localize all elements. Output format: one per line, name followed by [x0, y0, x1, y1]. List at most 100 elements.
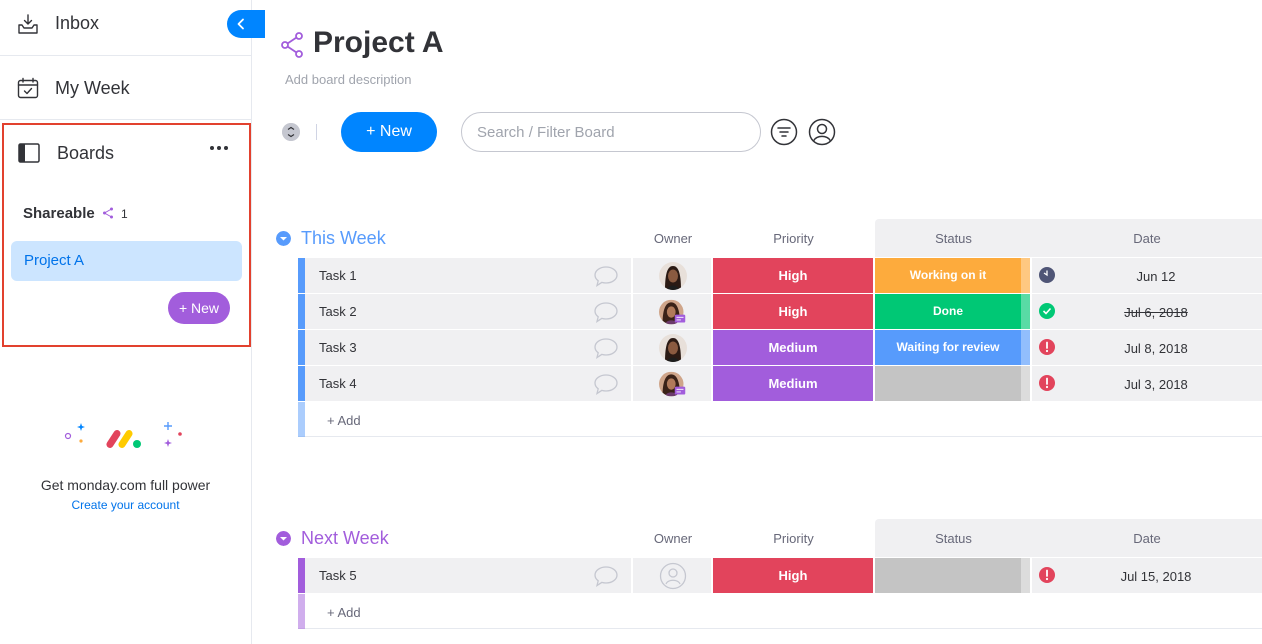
chevron-down-icon[interactable]: [276, 231, 291, 246]
comment-icon[interactable]: [593, 264, 619, 288]
avatar-woman[interactable]: [659, 334, 687, 362]
date-value[interactable]: Jul 15, 2018: [1120, 569, 1192, 584]
task-name[interactable]: Task 4: [319, 376, 357, 391]
collapse-all-icon[interactable]: [282, 123, 300, 141]
share-icon: [103, 207, 113, 219]
table-row[interactable]: Task 4 Medium Jul 3, 2018: [298, 366, 1262, 402]
status-edge: [1021, 258, 1030, 293]
avatar-woman-badge[interactable]: [659, 370, 687, 398]
table-row[interactable]: Task 5 High Jul 15, 2018: [298, 558, 1262, 594]
share-icon[interactable]: [281, 32, 303, 58]
search-input[interactable]: [461, 112, 761, 152]
column-header-priority[interactable]: Priority: [773, 531, 814, 546]
group-color-bar: [298, 258, 305, 293]
task-name[interactable]: Task 3: [319, 340, 357, 355]
comment-icon[interactable]: [593, 336, 619, 360]
date-cell[interactable]: [1032, 558, 1262, 593]
date-cell[interactable]: [1032, 330, 1262, 365]
new-item-button[interactable]: + New: [341, 112, 437, 152]
group-color-bar: [298, 594, 305, 629]
group-color-bar: [298, 558, 305, 593]
name-cell[interactable]: Task 3: [305, 330, 631, 365]
sidebar-item-my-week[interactable]: My Week: [0, 56, 251, 120]
board-description[interactable]: Add board description: [285, 72, 412, 87]
group-color-bar: [298, 402, 305, 437]
sidebar-item-label: Inbox: [55, 13, 100, 33]
collapse-sidebar-button[interactable]: [227, 10, 265, 38]
column-header-status[interactable]: Status: [935, 531, 972, 546]
comment-icon[interactable]: [593, 372, 619, 396]
column-header-owner[interactable]: Owner: [653, 231, 693, 246]
avatar-woman-badge[interactable]: [659, 298, 687, 326]
name-cell[interactable]: Task 4: [305, 366, 631, 401]
chevron-down-icon[interactable]: [276, 531, 291, 546]
avatar-woman[interactable]: [659, 262, 687, 290]
more-options-icon[interactable]: [210, 146, 228, 150]
filter-icon[interactable]: [770, 118, 798, 146]
task-name[interactable]: Task 2: [319, 304, 357, 319]
status-edge: [1021, 330, 1030, 365]
group-title[interactable]: Next Week: [301, 528, 389, 548]
comment-icon[interactable]: [593, 564, 619, 588]
chevron-left-icon: [237, 18, 244, 30]
column-header-status[interactable]: Status: [935, 231, 972, 246]
group-color-bar: [298, 330, 305, 365]
column-header-date[interactable]: Date: [1133, 231, 1161, 246]
priority-label[interactable]: High: [713, 258, 873, 293]
date-value[interactable]: Jul 3, 2018: [1124, 377, 1188, 392]
sidebar-item-project-a[interactable]: Project A: [11, 241, 242, 281]
comment-icon[interactable]: [593, 300, 619, 324]
person-filter-icon[interactable]: [808, 118, 836, 146]
add-item-row[interactable]: + Add: [298, 402, 1262, 437]
status-label[interactable]: Done: [875, 294, 1021, 329]
status-edge: [1021, 294, 1030, 329]
date-cell[interactable]: [1032, 294, 1262, 329]
column-header-owner[interactable]: Owner: [653, 531, 693, 546]
priority-label[interactable]: Medium: [713, 330, 873, 365]
column-header-date[interactable]: Date: [1133, 531, 1161, 546]
table-row[interactable]: Task 2 High Done Jul 6, 2018: [298, 294, 1262, 330]
name-cell[interactable]: Task 1: [305, 258, 631, 293]
monday-logo-icon: [64, 422, 182, 448]
name-cell[interactable]: Task 2: [305, 294, 631, 329]
status-label[interactable]: [875, 366, 1021, 401]
empty-avatar-icon[interactable]: [659, 562, 687, 590]
group-color-bar: [298, 294, 305, 329]
priority-label[interactable]: High: [713, 294, 873, 329]
task-name[interactable]: Task 5: [319, 568, 357, 583]
add-item-button[interactable]: + Add: [327, 605, 361, 620]
calendar-icon: [17, 77, 39, 99]
date-cell[interactable]: [1032, 366, 1262, 401]
date-value[interactable]: Jun 12: [1136, 269, 1176, 284]
check-circle-icon: [1039, 303, 1055, 319]
priority-label[interactable]: Medium: [713, 366, 873, 401]
add-board-button[interactable]: + New: [168, 292, 230, 324]
alert-icon: [1039, 339, 1055, 355]
boards-section: Boards Shareable 1 Project A + New: [2, 123, 251, 347]
name-cell[interactable]: Task 5: [305, 558, 631, 593]
shareable-count: 1: [121, 207, 128, 221]
column-header-priority[interactable]: Priority: [773, 231, 814, 246]
table-row[interactable]: Task 1 High Working on it Jun 12: [298, 258, 1262, 294]
add-item-row[interactable]: + Add: [298, 594, 1262, 629]
date-value[interactable]: Jul 8, 2018: [1124, 341, 1188, 356]
alert-icon: [1039, 567, 1055, 583]
status-label[interactable]: Working on it: [875, 258, 1021, 293]
status-edge: [1021, 558, 1030, 593]
create-account-link[interactable]: Create your account: [71, 498, 180, 512]
priority-label[interactable]: High: [713, 558, 873, 593]
add-item-button[interactable]: + Add: [327, 413, 361, 428]
status-label[interactable]: Waiting for review: [875, 330, 1021, 365]
task-name[interactable]: Task 1: [319, 268, 357, 283]
table-row[interactable]: Task 3 Medium Waiting for review Jul 8, …: [298, 330, 1262, 366]
boards-label: Boards: [57, 143, 115, 163]
promo-text: Get monday.com full power: [40, 477, 211, 493]
sidebar-item-inbox[interactable]: Inbox: [0, 0, 251, 56]
sidebar-item-label: My Week: [55, 78, 130, 98]
status-label[interactable]: [875, 558, 1021, 593]
page-title[interactable]: Project A: [313, 26, 444, 59]
date-cell[interactable]: [1032, 258, 1262, 293]
date-value[interactable]: Jul 6, 2018: [1124, 305, 1188, 320]
group-title[interactable]: This Week: [301, 228, 386, 248]
shareable-section-title: Shareable: [23, 205, 95, 222]
